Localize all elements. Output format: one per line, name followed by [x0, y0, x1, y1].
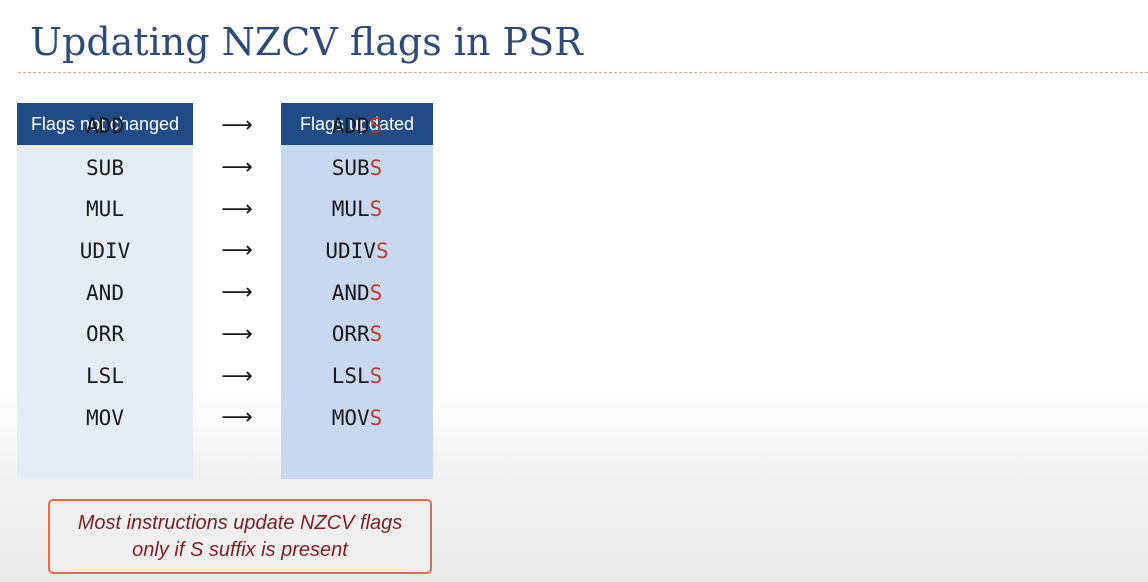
- instruction-base: LSL: [86, 364, 124, 389]
- instruction-row: MUL ⟶ MULS: [0, 188, 1148, 230]
- title-divider: [18, 72, 1148, 73]
- instruction-base: MOV: [86, 405, 124, 430]
- instruction-row: SUB ⟶ SUBS: [0, 147, 1148, 189]
- instruction-base: ADD: [86, 113, 124, 138]
- arrow-icon: ⟶: [221, 238, 253, 264]
- s-suffix: S: [375, 238, 389, 263]
- instruction-updated: LSLS: [281, 364, 433, 388]
- s-suffix: S: [369, 322, 383, 347]
- arrow-icon: ⟶: [221, 405, 253, 431]
- flags-not-changed-column: Flags not changed: [17, 103, 193, 479]
- instruction-base: UDIV: [79, 238, 131, 263]
- instruction-updated: ORRS: [281, 322, 433, 346]
- s-suffix: S: [369, 280, 383, 305]
- header-flags-updated: Flags updated: [281, 103, 433, 145]
- s-suffix: S: [369, 155, 383, 180]
- note-line-1: Most instructions update NZCV flags: [77, 511, 403, 534]
- arrow-icon: ⟶: [221, 280, 253, 306]
- instruction-row: AND ⟶ ANDS: [0, 272, 1148, 314]
- instruction-row: ORR ⟶ ORRS: [0, 314, 1148, 356]
- header-flags-not-changed: Flags not changed: [17, 103, 193, 145]
- instruction-base: MUL: [86, 197, 124, 222]
- instruction-updated: MULS: [281, 197, 433, 221]
- instruction-row: UDIV ⟶ UDIVS: [0, 230, 1148, 272]
- instruction-base: SUB: [86, 155, 124, 180]
- instruction-row: MOV ⟶ MOVS: [0, 397, 1148, 439]
- arrow-icon: ⟶: [221, 113, 253, 139]
- instruction-row: LSL ⟶ LSLS: [0, 355, 1148, 397]
- instruction-updated: MOVS: [281, 406, 433, 430]
- slide-title: Updating NZCV flags in PSR: [30, 20, 583, 64]
- flags-updated-column: Flags updated: [281, 103, 433, 479]
- instruction-updated: SUBS: [281, 156, 433, 180]
- instruction-updated-base: ADD: [331, 113, 370, 138]
- arrow-icon: ⟶: [221, 363, 253, 389]
- s-suffix: S: [369, 405, 383, 430]
- s-suffix-note: Most instructions update NZCV flags only…: [48, 499, 432, 574]
- s-suffix: S: [369, 197, 383, 222]
- s-suffix: S: [369, 113, 383, 138]
- arrow-icon: ⟶: [221, 321, 253, 347]
- instruction-updated-base: AND: [331, 280, 370, 305]
- instruction-row: ADD ⟶ ADDS: [0, 105, 1148, 147]
- instruction-updated-base: LSL: [331, 364, 370, 389]
- instruction-updated: ADDS: [281, 114, 433, 138]
- instruction-updated-base: MUL: [331, 197, 370, 222]
- instruction-updated: ANDS: [281, 281, 433, 305]
- instruction-updated: UDIVS: [281, 239, 433, 263]
- arrow-icon: ⟶: [221, 155, 253, 181]
- arrow-icon: ⟶: [221, 196, 253, 222]
- instruction-updated-base: MOV: [331, 405, 370, 430]
- s-suffix: S: [369, 364, 383, 389]
- instruction-updated-base: ORR: [331, 322, 370, 347]
- instruction-updated-base: UDIV: [325, 238, 376, 263]
- note-line-2: only if S suffix is present: [132, 538, 348, 561]
- instruction-updated-base: SUB: [331, 155, 370, 180]
- instruction-base: AND: [86, 280, 124, 305]
- instruction-base: ORR: [86, 322, 124, 347]
